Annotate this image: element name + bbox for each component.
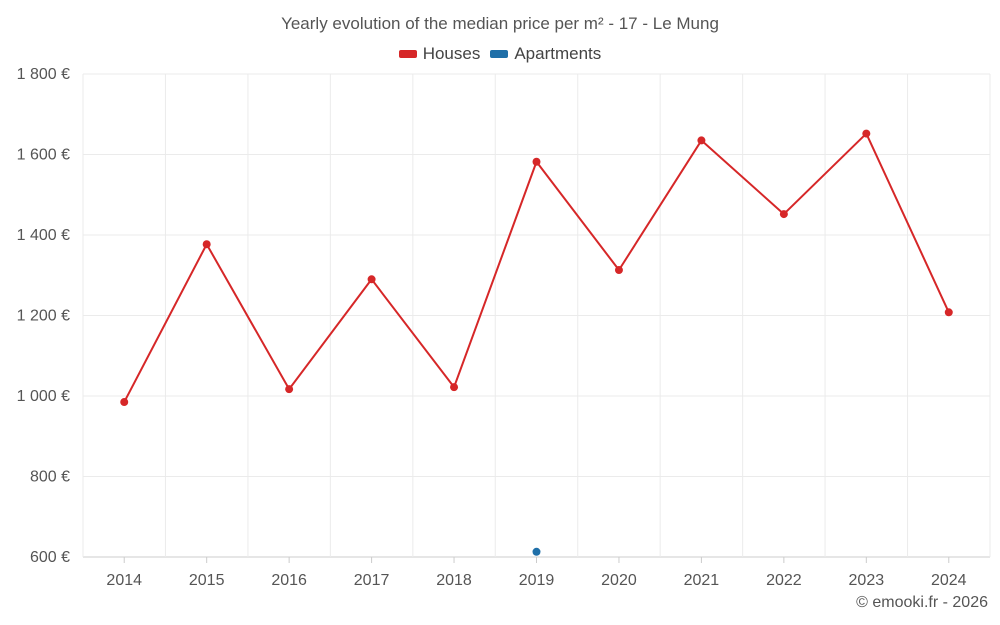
data-point-houses-2021[interactable] bbox=[697, 136, 706, 145]
y-tick-label-800: 800 € bbox=[30, 469, 70, 486]
x-tick-label-2022: 2022 bbox=[766, 572, 802, 589]
credit-text: © emooki.fr - 2026 bbox=[856, 594, 988, 611]
legend-label-apartments: Apartments bbox=[514, 44, 602, 63]
chart-legend: Houses Apartments bbox=[0, 44, 1000, 64]
data-point-houses-2020[interactable] bbox=[614, 266, 623, 275]
y-tick-label-600: 600 € bbox=[30, 549, 70, 566]
x-tick-label-2024: 2024 bbox=[931, 572, 967, 589]
y-tick-label-1200: 1 200 € bbox=[17, 308, 70, 325]
data-point-houses-2014[interactable] bbox=[120, 398, 129, 407]
data-point-houses-2022[interactable] bbox=[779, 210, 788, 219]
x-tick-label-2017: 2017 bbox=[354, 572, 390, 589]
x-tick-label-2023: 2023 bbox=[849, 572, 885, 589]
y-tick-label-1000: 1 000 € bbox=[17, 388, 70, 405]
legend-swatch-apartments bbox=[490, 50, 509, 58]
x-tick-label-2018: 2018 bbox=[436, 572, 472, 589]
data-point-houses-2015[interactable] bbox=[202, 240, 211, 249]
data-point-apartments-2019[interactable] bbox=[532, 547, 541, 556]
x-tick-label-2016: 2016 bbox=[271, 572, 307, 589]
legend-item-houses[interactable]: Houses bbox=[398, 44, 481, 64]
grid-lines bbox=[82, 73, 991, 558]
legend-swatch-houses bbox=[398, 50, 417, 58]
x-axis: 2014 2015 2016 2017 2018 2019 2020 2021 2022 2023… bbox=[106, 557, 967, 589]
legend-label-houses: Houses bbox=[422, 44, 481, 63]
y-tick-label-1400: 1 400 € bbox=[17, 227, 70, 244]
y-tick-label-1800: 1 800 € bbox=[17, 66, 70, 83]
y-tick-label-1600: 1 600 € bbox=[17, 147, 70, 164]
x-tick-label-2014: 2014 bbox=[106, 572, 142, 589]
chart-title: Yearly evolution of the median price per… bbox=[281, 14, 719, 33]
data-point-houses-2019[interactable] bbox=[532, 157, 541, 166]
data-point-houses-2016[interactable] bbox=[285, 385, 294, 394]
legend-item-apartments[interactable]: Apartments bbox=[490, 44, 601, 64]
x-tick-label-2015: 2015 bbox=[189, 572, 225, 589]
data-point-houses-2018[interactable] bbox=[450, 383, 459, 392]
data-point-houses-2017[interactable] bbox=[367, 275, 376, 284]
data-point-houses-2024[interactable] bbox=[944, 308, 953, 317]
x-tick-label-2020: 2020 bbox=[601, 572, 637, 589]
series-layer bbox=[120, 129, 953, 556]
y-axis: 600 € 800 € 1 000 € 1 200 € 1 400 € 1 600 € 1 … bbox=[17, 66, 70, 566]
x-tick-label-2021: 2021 bbox=[684, 572, 720, 589]
x-tick-label-2019: 2019 bbox=[519, 572, 555, 589]
data-point-houses-2023[interactable] bbox=[862, 129, 871, 138]
